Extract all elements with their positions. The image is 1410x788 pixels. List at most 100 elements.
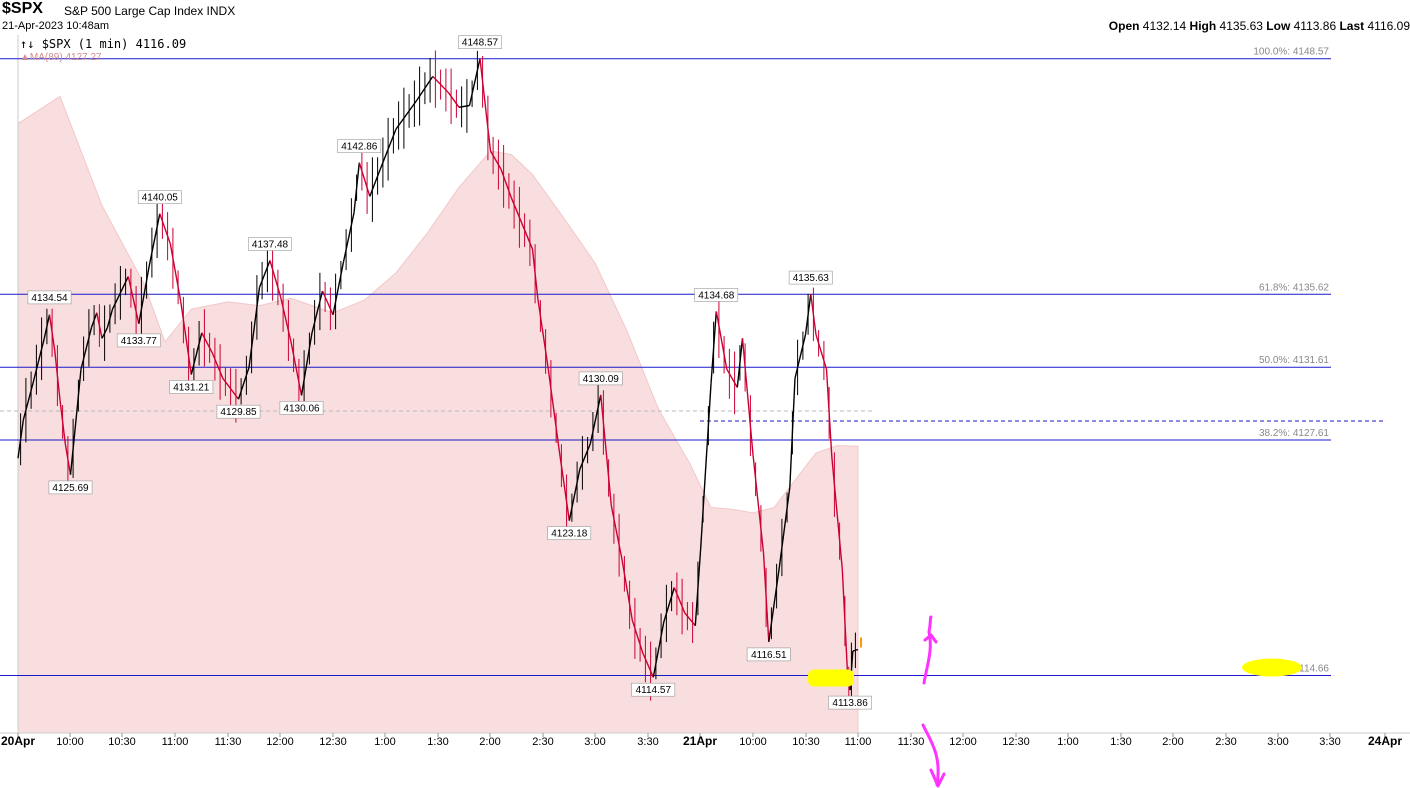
price-segment [148, 213, 161, 266]
x-tick-label: 12:30 [319, 736, 347, 748]
price-segment [395, 99, 418, 130]
price-label-box [169, 380, 214, 394]
price-label-box [458, 35, 502, 50]
price-label: 4140.05 [142, 193, 179, 204]
price-segment [237, 367, 250, 400]
open-label: Open [1108, 19, 1140, 33]
ma-area [17, 35, 859, 734]
price-segment [300, 332, 313, 396]
fib-label-2: 50.0%: 4131.61 [1259, 355, 1329, 366]
price-segment [715, 311, 728, 370]
price-label-box [578, 371, 623, 386]
price-label: 4135.63 [793, 273, 830, 284]
price-label: 4116.51 [751, 650, 787, 661]
price-segment [489, 150, 502, 170]
high-label: High [1189, 19, 1217, 33]
legend-price: ↑↓ $SPX (1 min) 4116.09 [20, 37, 186, 51]
price-segment [726, 368, 738, 388]
price-segment [621, 558, 633, 621]
x-tick-label: 12:00 [949, 736, 977, 748]
drawn-arrows [921, 615, 946, 788]
last-bar-marker [860, 637, 862, 648]
price-segment [169, 243, 182, 303]
x-tick-label: 12:30 [1002, 736, 1030, 748]
x-tick-label: 11:30 [215, 736, 242, 748]
fib-levels: 100.0%: 4148.57 61.8%: 4135.62 50.0%: 4131… [0, 47, 1384, 677]
x-tick-label: 10:30 [792, 736, 820, 748]
price-label-box [137, 190, 182, 204]
area-icon: ▲ [20, 52, 30, 63]
price-segment [468, 58, 481, 106]
price-label-box [116, 333, 161, 348]
price-label-box [279, 401, 324, 415]
price-segment [201, 332, 213, 354]
price-label-box [48, 480, 93, 495]
price-segment [342, 212, 355, 263]
price-label-box [248, 237, 292, 251]
price-segment [332, 261, 345, 315]
price-segment [321, 290, 334, 315]
price-segment [369, 168, 381, 197]
price-segment [510, 197, 523, 224]
ma-area-shape [17, 95, 859, 734]
price-segment [642, 652, 654, 678]
highlight-marks [808, 658, 1302, 687]
price-segment [290, 341, 303, 396]
price-segment [159, 213, 171, 244]
price-label: 4142.86 [341, 142, 378, 153]
price-label: 4130.09 [583, 374, 620, 385]
price-segment [311, 290, 324, 333]
x-tick-label: 10:00 [56, 736, 84, 748]
price-segment [248, 287, 261, 368]
price-segment [22, 379, 35, 421]
x-tick-label: 3:30 [1319, 736, 1340, 748]
price-segment [547, 369, 560, 448]
price-segment [190, 332, 203, 375]
price-segment [80, 327, 93, 370]
fib-label-highlight [1242, 658, 1302, 677]
price-label-box [694, 288, 739, 302]
price-labels: 4148.57 4142.86 4140.05 4137.48 4134.54 4133.… [27, 35, 873, 710]
last-value: 4116.09 [1367, 19, 1410, 33]
price-segment [752, 454, 765, 553]
x-tick-label: 2:00 [1162, 736, 1183, 748]
x-tick-label: 1:00 [374, 736, 395, 748]
candle-icon: ↑↓ [20, 37, 35, 51]
price-segment [663, 587, 675, 623]
high-value: 4135.63 [1219, 19, 1263, 33]
price-segment [768, 567, 780, 642]
price-label: 4134.68 [698, 290, 735, 301]
symbol: $SPX [2, 0, 43, 17]
legend-ma-text: MA(89) 4127.27 [29, 52, 102, 63]
last-label: Last [1339, 19, 1365, 33]
price-label-box [788, 270, 833, 285]
legend-price-text: $SPX (1 min) 4116.09 [41, 37, 187, 51]
price-label-box [746, 647, 791, 662]
x-tick-label: 2:00 [479, 736, 500, 748]
price-segment [558, 447, 570, 521]
fib-label-0: 100.0%: 4148.57 [1253, 47, 1329, 58]
low-value: 4113.86 [1293, 19, 1337, 33]
price-segment [778, 487, 791, 568]
price-label: 4131.21 [173, 383, 210, 394]
fib-label-1: 61.8%: 4135.62 [1259, 282, 1329, 293]
x-tick-label: 11:00 [162, 736, 189, 748]
price-segment [458, 104, 470, 108]
price-segment [568, 469, 581, 521]
x-tick-label: 2:30 [1215, 736, 1236, 748]
open-value: 4132.14 [1142, 19, 1187, 33]
price-segment [479, 58, 492, 152]
chart-datetime: 21-Apr-2023 10:48am [2, 20, 110, 32]
price-label: 4114.57 [636, 685, 672, 696]
price-label-box [631, 682, 676, 697]
price-segment [589, 394, 602, 444]
x-tick-label: 3:00 [584, 736, 605, 748]
price-segment [684, 612, 696, 627]
fib-label-3: 38.2%: 4127.61 [1259, 428, 1329, 439]
price-segment [33, 338, 45, 381]
up-arrow-icon [922, 615, 938, 685]
x-tick-label: 10:30 [108, 736, 136, 748]
x-tick-label: 12:00 [266, 736, 294, 748]
price-segment [600, 394, 612, 506]
